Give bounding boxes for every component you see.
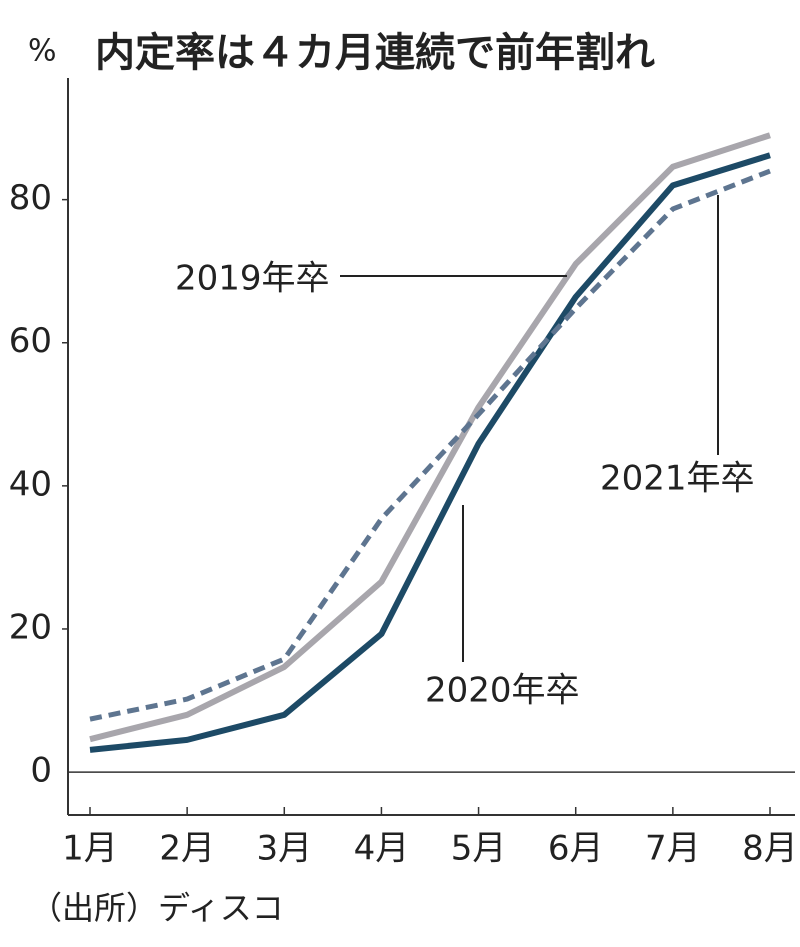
series-label: 2019年卒 xyxy=(175,259,330,299)
x-tick-label: 1月 xyxy=(62,829,118,869)
series-label: 2021年卒 xyxy=(600,459,755,499)
series-line xyxy=(89,168,771,722)
x-tick-label: 8月 xyxy=(742,829,798,869)
x-tick-label: 6月 xyxy=(548,829,604,869)
x-tick-label: 7月 xyxy=(645,829,701,869)
series-label: 2020年卒 xyxy=(425,671,580,711)
y-tick-label: 60 xyxy=(9,321,52,361)
series-line xyxy=(89,132,771,743)
series-line xyxy=(89,152,771,753)
y-tick-label: 20 xyxy=(9,607,52,647)
x-tick-label: 3月 xyxy=(256,829,312,869)
y-tick-label: 0 xyxy=(30,751,52,791)
chart-title: 内定率は４カ月連続で前年割れ xyxy=(95,30,655,76)
x-tick-label: 5月 xyxy=(451,829,507,869)
y-tick-label: 40 xyxy=(9,464,52,504)
x-tick-label: 2月 xyxy=(159,829,215,869)
x-tick-label: 4月 xyxy=(354,829,410,869)
y-tick-label: 80 xyxy=(9,178,52,218)
y-unit: % xyxy=(28,34,57,69)
source-note: （出所）ディスコ xyxy=(30,889,284,927)
